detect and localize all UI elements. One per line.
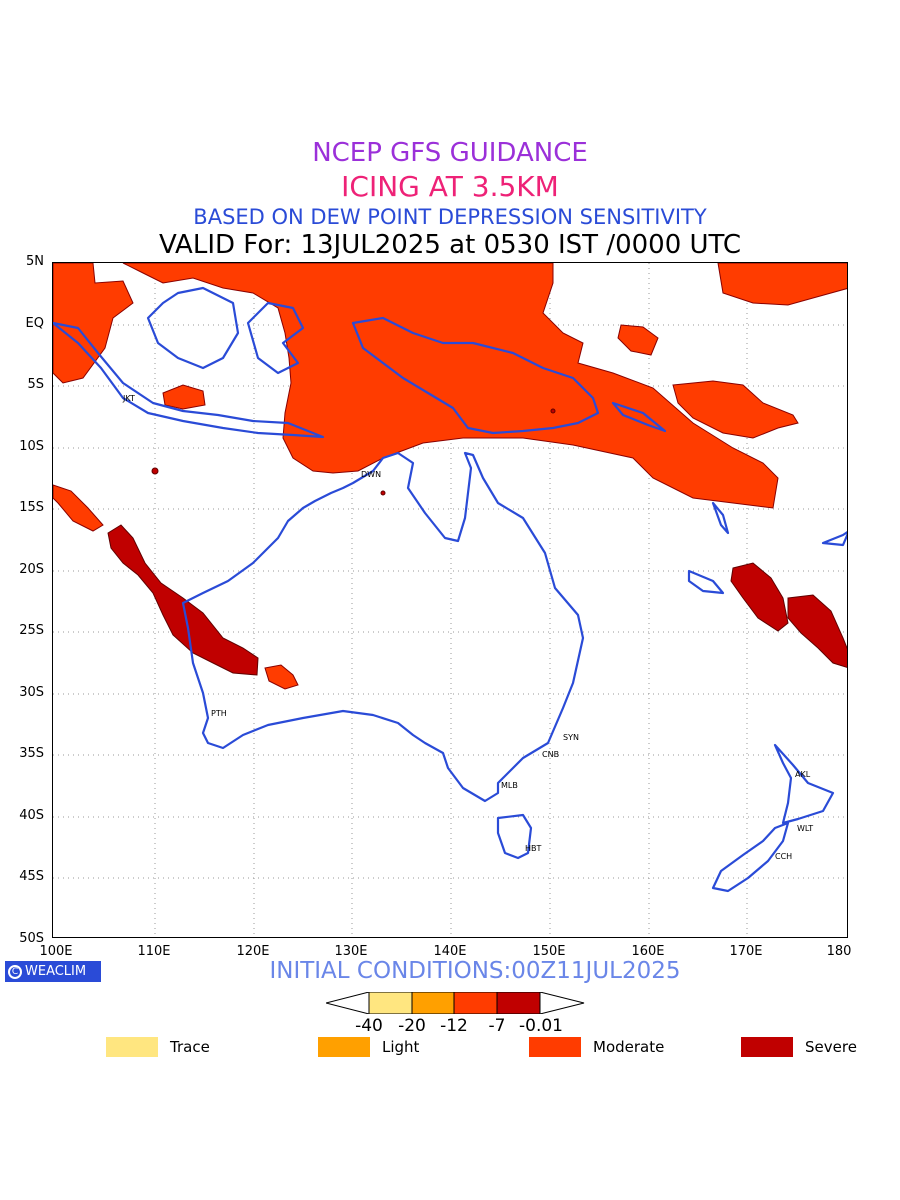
new-zealand-south-coast [711, 821, 790, 893]
legend-swatch-severe [741, 1037, 793, 1057]
lat-label-eq: EQ [25, 316, 44, 331]
method-subtitle: BASED ON DEW POINT DEPRESSION SENSITIVIT… [193, 205, 707, 229]
legend-label-severe: Severe [805, 1038, 857, 1056]
lat-label-25s: 25S [19, 623, 44, 638]
map-panel: JKT DWN PTH MLB CNB SYN HBT AKL WLT CCH [52, 262, 848, 938]
legend-label-trace: Trace [170, 1038, 210, 1056]
legend-item-moderate: Moderate [529, 1037, 664, 1057]
colorbar-low-arrow [326, 992, 370, 1014]
colorbar-tick: -7 [488, 1016, 506, 1036]
lat-label-15s: 15S [19, 500, 44, 515]
new-zealand-north-coast [773, 743, 835, 825]
lon-label-150e: 150E [532, 944, 566, 959]
legend-label-light: Light [382, 1038, 420, 1056]
lat-label-5s: 5S [27, 377, 44, 392]
legend-swatch-trace [106, 1037, 158, 1057]
lat-label-5n: 5N [26, 254, 44, 269]
fiji-coast [821, 531, 847, 547]
city-label-akl: AKL [795, 770, 811, 779]
solomon-islands-coast [611, 401, 667, 433]
australia-coast [181, 451, 585, 803]
city-label-cnb: CNB [542, 750, 559, 759]
chart-subtitle: ICING AT 3.5KM [341, 170, 559, 203]
lon-label-180: 180 [826, 944, 852, 959]
colorbar-trace [368, 992, 413, 1014]
vanuatu-coast [711, 501, 730, 535]
lon-label-130e: 130E [334, 944, 368, 959]
valid-time: VALID For: 13JUL2025 at 0530 IST /0000 U… [158, 230, 742, 260]
legend-item-light: Light [318, 1037, 419, 1057]
city-label-cch: CCH [775, 852, 792, 861]
sumatra-java-coast [53, 321, 325, 439]
copyright-icon: C [8, 964, 22, 979]
lat-label-10s: 10S [19, 439, 44, 454]
colorbar-moderate [453, 992, 498, 1014]
lat-label-30s: 30S [19, 685, 44, 700]
colorbar-high-arrow [539, 992, 585, 1014]
legend-item-trace: Trace [106, 1037, 210, 1057]
colorbar-light [411, 992, 455, 1014]
legend-label-moderate: Moderate [593, 1038, 665, 1056]
colorbar-tick: -40 [355, 1016, 383, 1036]
lon-label-140e: 140E [433, 944, 467, 959]
city-markers: JKT DWN PTH MLB CNB SYN HBT AKL WLT CCH [122, 394, 813, 861]
new-guinea-coast [351, 316, 600, 435]
legend-item-severe: Severe [741, 1037, 857, 1057]
lon-label-160e: 160E [631, 944, 665, 959]
map-canvas: JKT DWN PTH MLB CNB SYN HBT AKL WLT CCH [53, 263, 847, 937]
colorbar [326, 992, 585, 1014]
moderate-icing-areas [53, 263, 847, 690]
legend-swatch-light [318, 1037, 370, 1057]
city-label-jkt: JKT [122, 394, 135, 403]
new-caledonia-coast [687, 569, 725, 595]
lon-label-170e: 170E [729, 944, 763, 959]
legend-swatch-moderate [529, 1037, 581, 1057]
borneo-coast [146, 286, 240, 370]
initial-conditions: INITIAL CONDITIONS:00Z11JUL2025 [269, 958, 681, 984]
tasmania-coast [496, 813, 533, 860]
lat-label-45s: 45S [19, 869, 44, 884]
lat-label-35s: 35S [19, 746, 44, 761]
weaclim-brand[interactable]: C WEACLIM [5, 961, 101, 982]
city-label-wlt: WLT [797, 824, 813, 833]
chart-title: NCEP GFS GUIDANCE [312, 138, 588, 168]
city-label-dwn: DWN [361, 470, 381, 479]
brand-label: WEACLIM [25, 964, 87, 979]
lat-label-40s: 40S [19, 808, 44, 823]
severe-icing-areas [107, 408, 847, 676]
coastlines [53, 286, 847, 893]
city-label-syn: SYN [563, 733, 579, 742]
city-label-mlb: MLB [501, 781, 518, 790]
lat-label-20s: 20S [19, 562, 44, 577]
city-label-pth: PTH [211, 709, 227, 718]
sulawesi-coast [246, 301, 305, 375]
city-label-hbt: HBT [525, 844, 542, 853]
lon-label-120e: 120E [236, 944, 270, 959]
lat-label-50s: 50S [19, 931, 44, 946]
colorbar-tick: -0.01 [519, 1016, 563, 1036]
colorbar-tick: -20 [398, 1016, 426, 1036]
lon-label-110e: 110E [137, 944, 171, 959]
lon-label-100e: 100E [39, 944, 73, 959]
colorbar-severe [496, 992, 541, 1014]
colorbar-tick: -12 [440, 1016, 468, 1036]
